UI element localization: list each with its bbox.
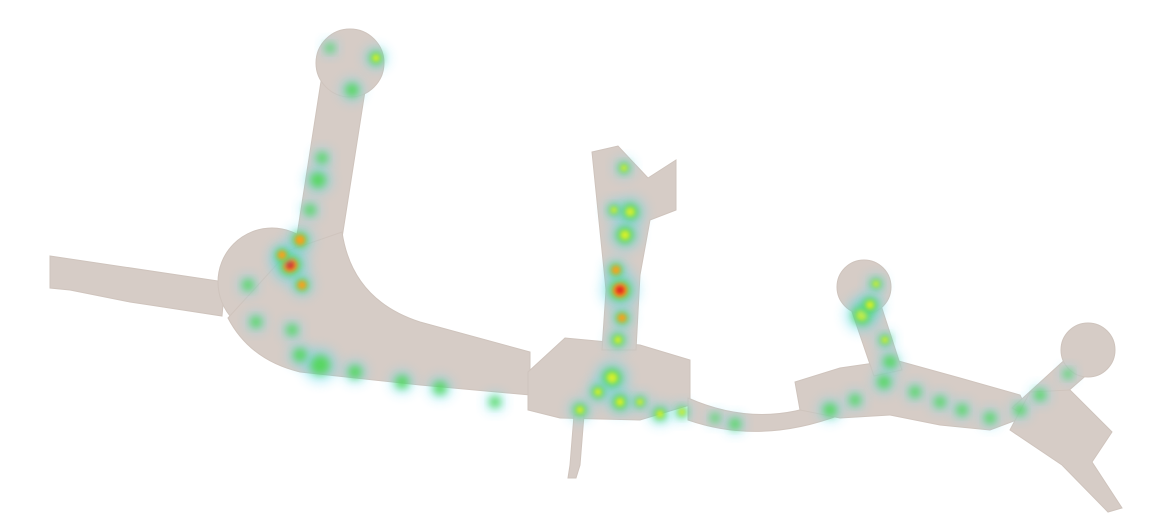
heat-blob-pier-a-rotunda-2: [290, 273, 314, 297]
heat-blob-pier-c-base-2: [818, 398, 842, 422]
heat-blob-pier-b-upper-0: [614, 158, 634, 178]
heat-blob-east-hall-1: [930, 392, 950, 412]
heat-blob-pier-d-1: [1030, 385, 1050, 405]
heat-blob-pier-b-upper-3: [604, 200, 624, 220]
heat-blob-main-hall-west-8: [485, 392, 505, 412]
heat-blob-pier-c-base-5: [707, 410, 723, 426]
heat-blob-pier-b-base-4: [568, 398, 592, 422]
heat-blob-pier-b-base-6: [648, 402, 672, 426]
heat-blob-pier-a-upper-1: [312, 148, 332, 168]
east-building: [1009, 389, 1123, 513]
heat-blob-pier-c-base-1: [872, 370, 896, 394]
heat-blob-pier-c-base-4: [725, 414, 745, 434]
heat-blob-main-hall-west-5: [343, 360, 367, 384]
heat-blob-pier-b-middle-2: [610, 306, 634, 330]
heat-blob-pier-c-base-3: [845, 390, 865, 410]
heat-blob-pier-c-end-3: [875, 330, 895, 350]
heat-blob-pier-c-base-0: [878, 350, 902, 374]
heat-blob-pier-b-upper-2: [609, 219, 641, 251]
heat-blob-main-hall-west-0: [238, 275, 258, 295]
heat-blob-pier-c-end-0: [866, 274, 886, 294]
heat-blob-main-hall-west-1: [246, 312, 266, 332]
heat-blob-pier-b-base-0: [606, 328, 630, 352]
heat-blob-pier-b-base-7: [672, 402, 692, 422]
heat-blob-pier-b-base-1: [594, 360, 630, 396]
heat-blob-pier-a-end-2: [322, 40, 338, 56]
heat-blob-east-hall-2: [952, 400, 972, 420]
heat-blob-pier-b-middle-0: [601, 271, 639, 309]
heat-blob-pier-a-upper-0: [304, 166, 332, 194]
heat-blob-pier-b-base-2: [606, 388, 634, 416]
heat-blob-east-hall-3: [980, 408, 1000, 428]
heat-blob-main-hall-west-7: [428, 376, 452, 400]
heat-overlay: [238, 40, 1076, 434]
heat-blob-main-hall-west-3: [302, 347, 338, 383]
heat-blob-pier-b-base-3: [586, 380, 610, 404]
heat-blob-pier-c-end-2: [856, 291, 884, 319]
heat-blob-pier-a-rotunda-1: [286, 226, 314, 254]
heat-blob-east-hall-0: [905, 382, 925, 402]
heat-blob-pier-a-end-0: [364, 46, 388, 70]
heat-blob-pier-d-2: [1060, 366, 1076, 382]
heat-blob-pier-b-upper-1: [614, 196, 646, 228]
heat-blob-main-hall-west-2: [282, 320, 302, 340]
heat-blob-main-hall-west-6: [390, 370, 414, 394]
heat-blob-pier-b-middle-1: [604, 258, 628, 282]
heat-blob-main-hall-west-4: [288, 343, 312, 367]
pier-d-end-rotunda: [1060, 322, 1116, 378]
heat-blob-pier-d-0: [1010, 400, 1030, 420]
heat-blob-pier-a-upper-2: [300, 200, 320, 220]
heat-blob-pier-a-rotunda-3: [270, 243, 294, 267]
heat-blob-pier-a-end-1: [340, 78, 364, 102]
heat-blob-pier-b-base-5: [630, 392, 650, 412]
